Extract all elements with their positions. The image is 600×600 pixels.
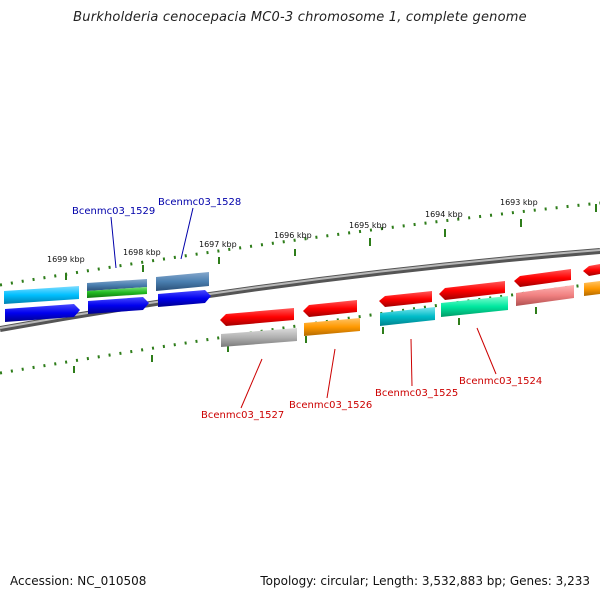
gene-arrow[interactable] xyxy=(158,290,211,307)
kbp-label: 1694 kbp xyxy=(425,210,463,219)
gene-arrow[interactable] xyxy=(441,296,508,317)
gene-arrow[interactable] xyxy=(514,269,571,287)
kbp-label: 1697 kbp xyxy=(199,240,237,249)
gene-arrow[interactable] xyxy=(5,304,80,322)
gene-arrow[interactable] xyxy=(304,318,360,336)
gene-arrow[interactable] xyxy=(379,291,432,307)
accession-text: Accession: NC_010508 xyxy=(10,574,147,588)
gene-arrow[interactable] xyxy=(88,297,149,314)
gene-label[interactable]: Bcenmc03_1528 xyxy=(158,197,241,208)
kbp-label: 1699 kbp xyxy=(47,255,85,264)
gene-arrow[interactable] xyxy=(380,307,435,326)
kbp-label: 1698 kbp xyxy=(123,248,161,257)
gene-label[interactable]: Bcenmc03_1525 xyxy=(375,388,458,399)
gene-arrow[interactable] xyxy=(156,272,209,291)
label-leaders xyxy=(110,207,497,409)
gene-arrow[interactable] xyxy=(221,328,297,347)
gene-arrow[interactable] xyxy=(4,286,79,304)
kbp-label: 1693 kbp xyxy=(500,198,538,207)
genome-summary-text: Topology: circular; Length: 3,532,883 bp… xyxy=(260,574,590,588)
gene-arrow[interactable] xyxy=(220,308,294,326)
kbp-label: 1696 kbp xyxy=(274,231,312,240)
gene-row-right-upper xyxy=(220,264,600,326)
gene-row-right-lower xyxy=(221,281,600,347)
gene-label[interactable]: Bcenmc03_1524 xyxy=(459,376,542,387)
gene-row-upper-left xyxy=(4,272,209,304)
gene-arrow[interactable] xyxy=(584,281,600,296)
gene-label[interactable]: Bcenmc03_1527 xyxy=(201,410,284,421)
gene-arrow[interactable] xyxy=(303,300,357,317)
gene-arrow[interactable] xyxy=(87,287,147,298)
backbone-highlight xyxy=(0,249,600,329)
gene-label[interactable]: Bcenmc03_1529 xyxy=(72,206,155,217)
gene-arrow[interactable] xyxy=(439,281,505,300)
gene-arrow[interactable] xyxy=(583,264,600,276)
inner-ruler-major-ticks xyxy=(73,307,537,373)
map-title: Burkholderia cenocepacia MC0-3 chromosom… xyxy=(73,10,527,25)
outer-ruler-major-ticks xyxy=(65,204,597,280)
gene-row-blue xyxy=(5,290,211,322)
kbp-label: 1695 kbp xyxy=(349,221,387,230)
gene-arrow[interactable] xyxy=(516,285,574,306)
gene-label[interactable]: Bcenmc03_1526 xyxy=(289,400,372,411)
